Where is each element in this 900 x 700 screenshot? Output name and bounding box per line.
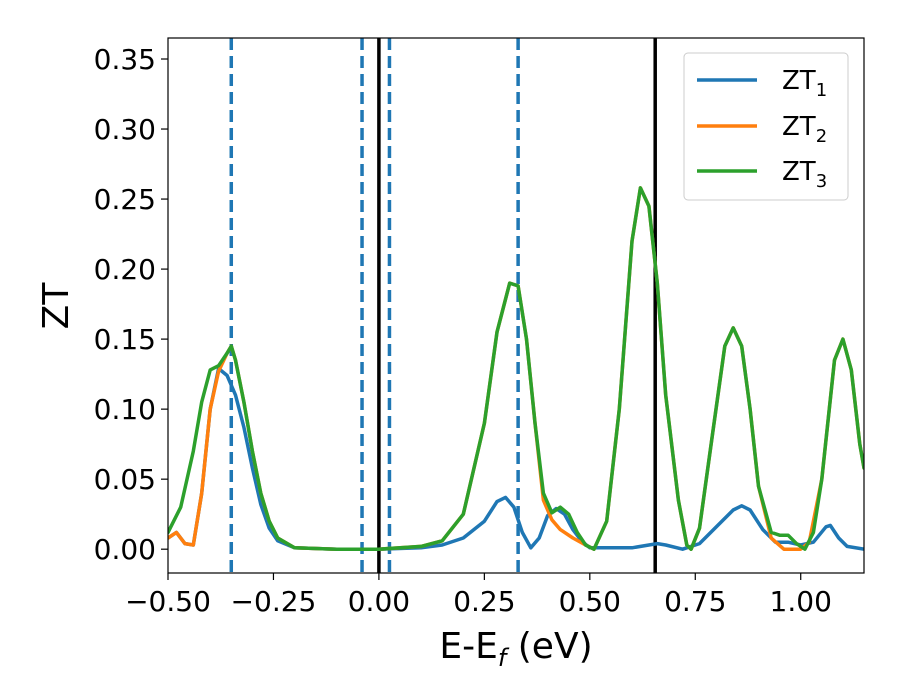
reference-lines	[229, 38, 657, 573]
y-tick-label-0: 0.00	[94, 533, 156, 566]
y-tick-label-2: 0.10	[94, 393, 156, 426]
y-tick-label-1: 0.05	[94, 463, 156, 496]
x-tick-label-2: 0.00	[348, 585, 410, 618]
x-axis-label: E-Ef (eV)	[439, 626, 592, 672]
x-tick-label-0: −0.50	[125, 585, 211, 618]
y-tick-label-5: 0.25	[94, 183, 156, 216]
y-tick-label-3: 0.15	[94, 323, 156, 356]
y-axis-label: ZT	[36, 282, 77, 330]
plot-frame	[167, 37, 865, 574]
x-tick-label-5: 0.75	[664, 585, 726, 618]
legend-label-zt3: ZT3	[782, 157, 827, 192]
legend-label-zt2: ZT2	[782, 112, 827, 147]
x-tick-label-4: 0.50	[559, 585, 621, 618]
series-lines	[168, 186, 864, 551]
y-tick-label-4: 0.20	[94, 253, 156, 286]
x-tick-label-3: 0.25	[453, 585, 515, 618]
legend-box	[683, 52, 849, 201]
x-tick-label-6: 1.00	[770, 585, 832, 618]
legend-label-zt1: ZT1	[782, 66, 827, 101]
x-axis-ticks: −0.50 −0.25 0.00 0.25 0.50 0.75 1.00	[125, 573, 832, 618]
x-tick-label-1: −0.25	[231, 585, 317, 618]
y-tick-label-7: 0.35	[94, 43, 156, 76]
y-tick-label-6: 0.30	[94, 113, 156, 146]
series-line-zt3	[168, 186, 864, 551]
series-line-zt1	[168, 366, 864, 551]
y-axis-ticks: 0.00 0.05 0.10 0.15 0.20 0.25 0.30 0.35	[94, 43, 168, 566]
legend: ZT1 ZT2 ZT3	[683, 52, 849, 201]
